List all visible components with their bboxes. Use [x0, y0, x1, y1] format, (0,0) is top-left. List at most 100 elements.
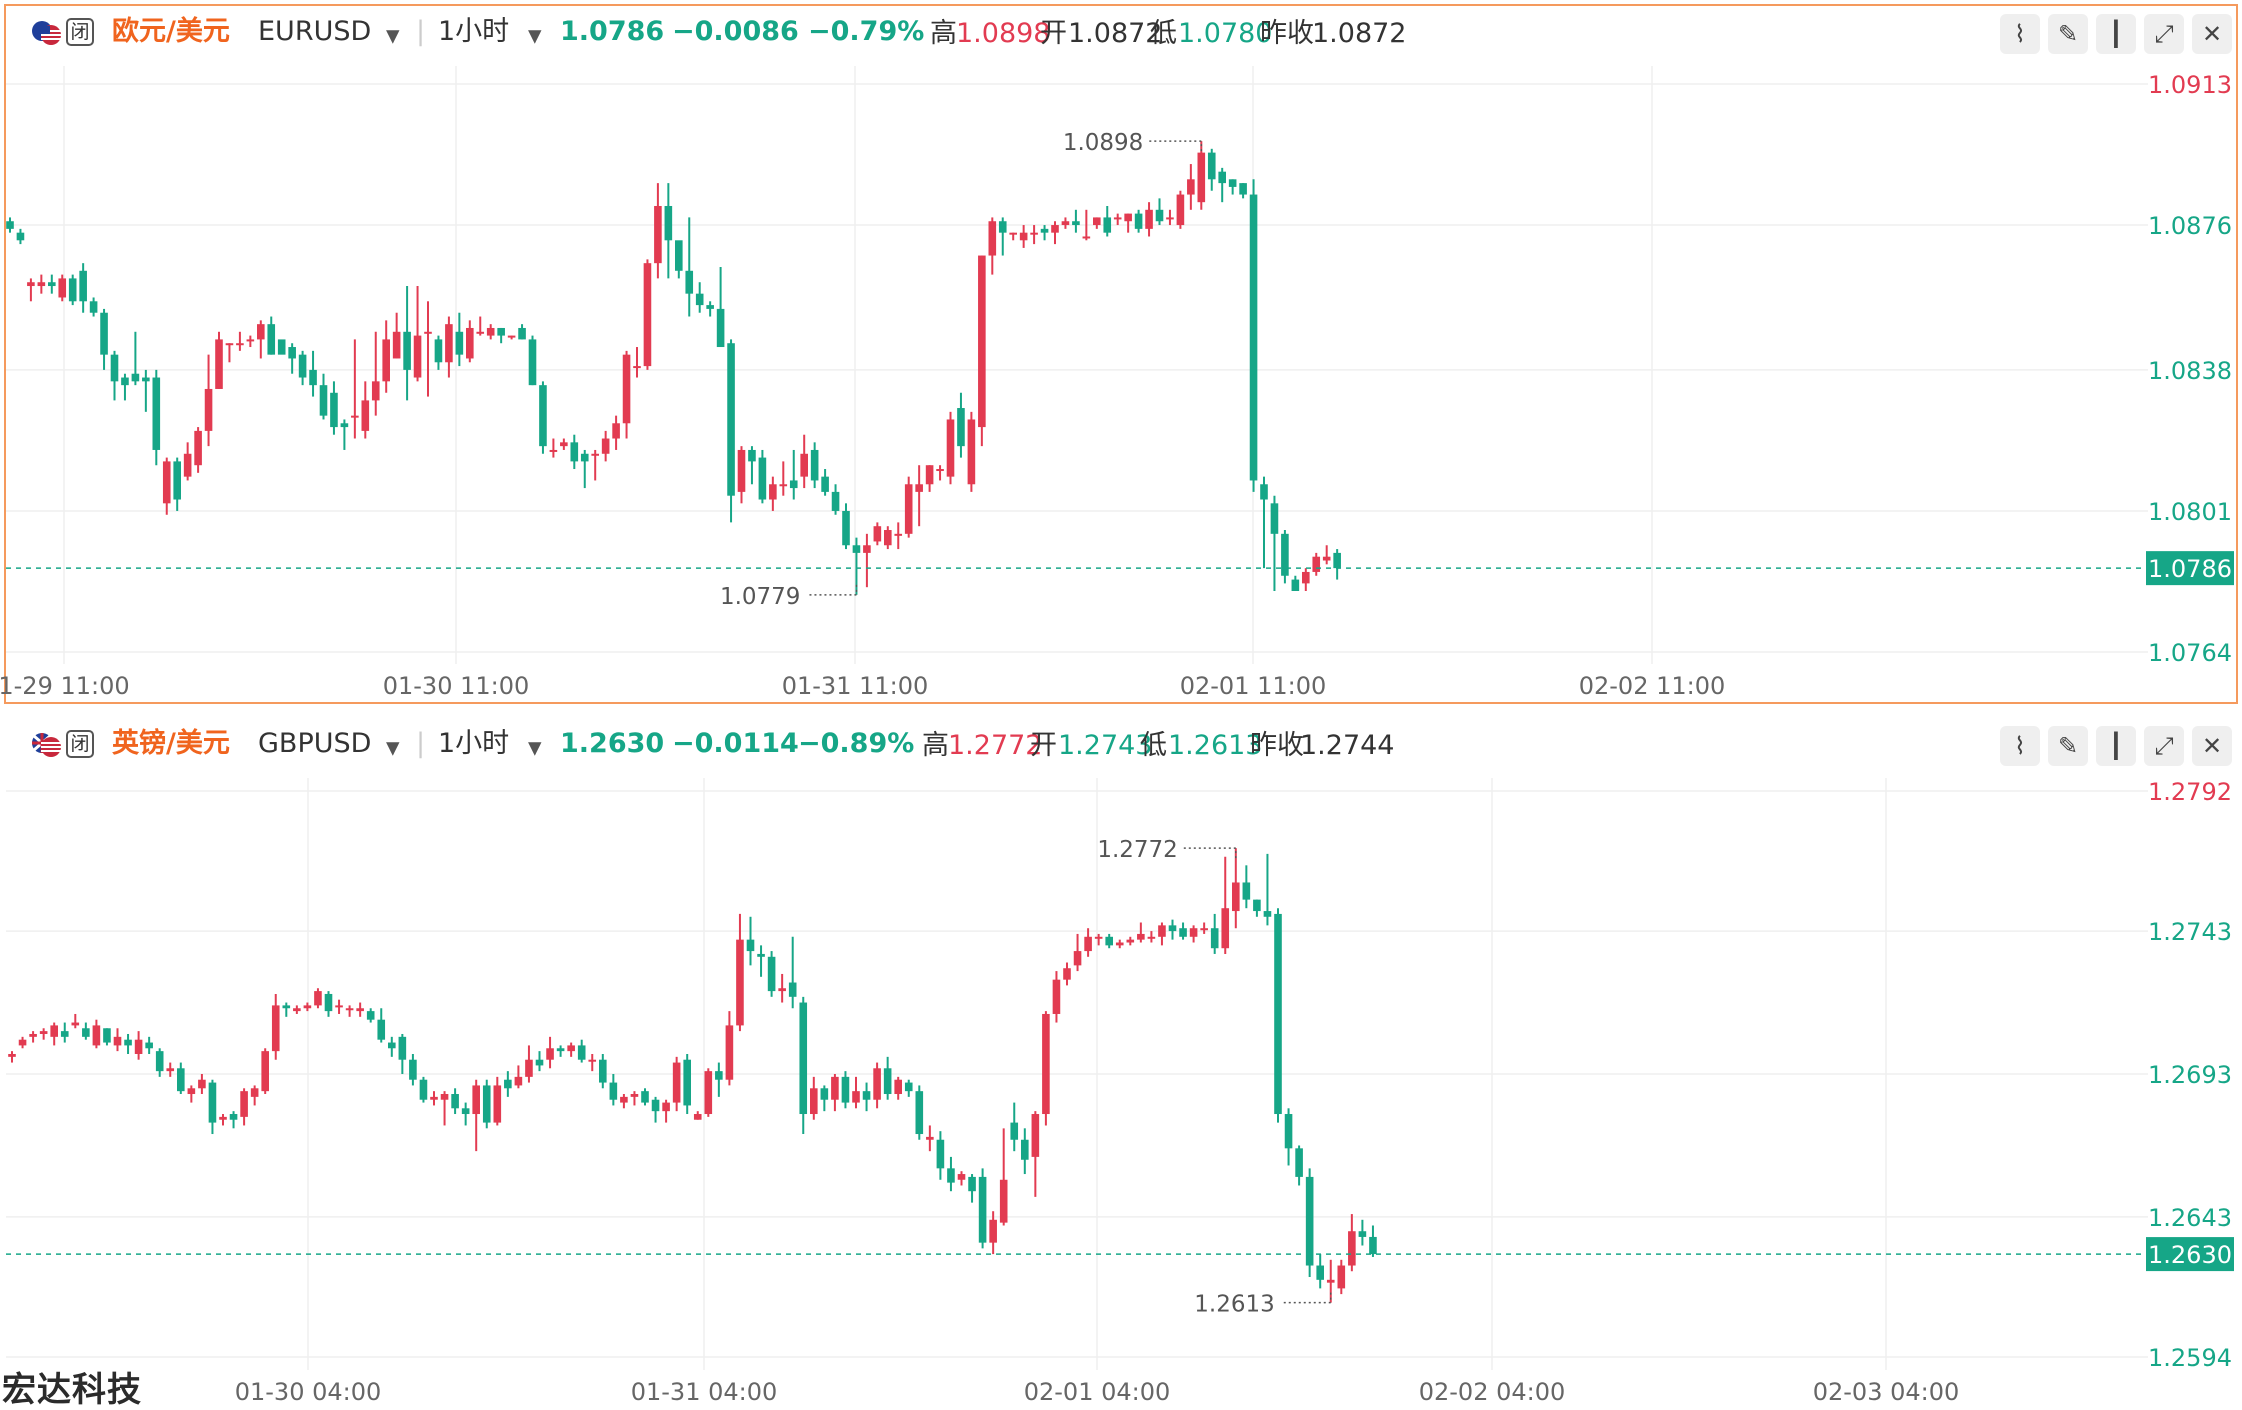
candle-body [504, 1079, 512, 1089]
candle-body [361, 400, 370, 431]
candle-body [1295, 1148, 1303, 1177]
candle-body [525, 1059, 533, 1077]
candle-body [1019, 232, 1028, 241]
candle-body [79, 270, 87, 302]
pair-name-cn[interactable]: 英镑/美元 [112, 728, 230, 759]
candle-body [904, 484, 913, 534]
x-tick-label: 01-30 11:00 [383, 672, 530, 700]
candle-body [873, 1068, 881, 1100]
candle-body [609, 1082, 618, 1100]
symbol-code[interactable]: EURUSD [258, 16, 372, 47]
candle-body [779, 484, 788, 487]
indicator-icon[interactable]: ⌇ [2000, 726, 2040, 766]
timeframe-selector[interactable]: 1小时 [438, 16, 510, 47]
candle-body [236, 343, 244, 346]
high-label: 高 [922, 730, 949, 761]
candle-body [831, 491, 840, 511]
candle-body [121, 377, 129, 386]
symbol-dropdown-caret-icon[interactable]: ▾ [386, 732, 400, 763]
candle-body [633, 366, 641, 369]
candle-body [476, 331, 485, 334]
candle-body [1228, 179, 1237, 187]
symbol-dropdown-caret-icon[interactable]: ▾ [386, 20, 400, 51]
candle-body [1147, 936, 1156, 939]
prev-close-label: 昨收 [1250, 730, 1304, 761]
pair-name-cn[interactable]: 欧元/美元 [112, 16, 230, 47]
prev-close-value: 1.2744 [1300, 730, 1395, 761]
candle-body [319, 385, 328, 416]
y-tick-label: 1.0838 [2148, 357, 2232, 385]
candle-body [434, 339, 443, 363]
indicator-icon[interactable]: ⌇ [2000, 14, 2040, 54]
expand-icon[interactable]: ⤢ [2144, 726, 2184, 766]
candle-body [187, 1088, 196, 1095]
candle-body [612, 423, 620, 439]
candle-body [330, 392, 338, 428]
candle-body [92, 1025, 101, 1046]
expand-icon[interactable]: ⤢ [2144, 14, 2184, 54]
close-icon[interactable]: ✕ [2192, 726, 2232, 766]
candle-body [852, 1091, 860, 1103]
candle-body [1291, 579, 1300, 592]
candle-body [685, 270, 694, 294]
timeframe-dropdown-caret-icon[interactable]: ▾ [528, 20, 542, 51]
candle-body [693, 1114, 702, 1120]
candle-body [298, 354, 307, 378]
close-icon[interactable]: ✕ [2192, 14, 2232, 54]
eurusd-candlestick-chart[interactable]: 1.0913 1.0876 1.0838 1.0801 1.0764 1-29 11:00… [0, 0, 2242, 708]
gbpusd-candlestick-chart[interactable]: 1.2792 1.2743 1.2693 1.2643 1.2594 01-30 04:0… [0, 712, 2242, 1410]
candle-body [883, 1068, 892, 1095]
candle-body [1155, 209, 1164, 222]
gbpusd-chart-panel[interactable]: 闭 英镑/美元 GBPUSD ▾ | 1小时 ▾ 1.2630 −0.0114 … [0, 712, 2242, 1410]
candle-body [873, 526, 882, 542]
candle-body [1031, 1114, 1040, 1157]
candle-body [382, 339, 390, 382]
candle-body [1302, 571, 1310, 584]
candle-body [1166, 217, 1174, 220]
candle-body [789, 480, 798, 489]
x-tick-label: 02-02 11:00 [1579, 672, 1726, 700]
candle-body [409, 1059, 417, 1080]
price-change: −0.0114 [672, 728, 799, 759]
candle-body [1084, 936, 1092, 952]
candle-body [240, 1091, 248, 1117]
low-label: 低 [1150, 18, 1177, 49]
low-annotation: 1.2613 [1194, 1292, 1274, 1318]
candle-body [810, 1088, 818, 1115]
draw-pencil-icon[interactable]: ✎ [2048, 726, 2088, 766]
candle-body [39, 1031, 48, 1034]
candle-body [27, 282, 35, 287]
candle-body [131, 373, 140, 382]
candle-body [68, 278, 77, 302]
candle-body [999, 1179, 1008, 1223]
candle-body [535, 1059, 544, 1066]
candle-body [103, 1028, 111, 1043]
eu-us-flag-icon [32, 21, 61, 45]
candle-body [737, 449, 746, 492]
y-tick-label: 1.2792 [2148, 778, 2232, 806]
timeframe-dropdown-caret-icon[interactable]: ▾ [528, 732, 542, 763]
candle-style-icon[interactable]: ┃ [2096, 14, 2136, 54]
low-marker [1280, 1292, 1332, 1304]
candle-body [215, 339, 223, 389]
candle-body [152, 377, 161, 450]
x-tick-label: 1-29 11:00 [0, 672, 130, 700]
y-tick-label: 1.0764 [2148, 639, 2232, 667]
symbol-code[interactable]: GBPUSD [258, 728, 372, 759]
candle-body [1145, 209, 1153, 229]
high-marker [1183, 847, 1237, 859]
candle-body [16, 232, 25, 241]
gbpusd-header: 闭 英镑/美元 GBPUSD ▾ | 1小时 ▾ 1.2630 −0.0114 … [0, 712, 2242, 776]
candle-body [445, 324, 453, 363]
draw-pencil-icon[interactable]: ✎ [2048, 14, 2088, 54]
candle-style-icon[interactable]: ┃ [2096, 726, 2136, 766]
timeframe-selector[interactable]: 1小时 [438, 728, 510, 759]
candle-body [282, 1005, 291, 1009]
eurusd-chart-panel[interactable]: 闭 欧元/美元 EURUSD ▾ | 1小时 ▾ 1.0786 −0.0086 … [0, 0, 2242, 708]
candle-body [936, 469, 944, 472]
candle-body [398, 1036, 407, 1060]
candle-body [757, 953, 765, 957]
candle-body [1210, 928, 1219, 949]
candle-body [758, 457, 767, 500]
candle-body [507, 335, 516, 338]
